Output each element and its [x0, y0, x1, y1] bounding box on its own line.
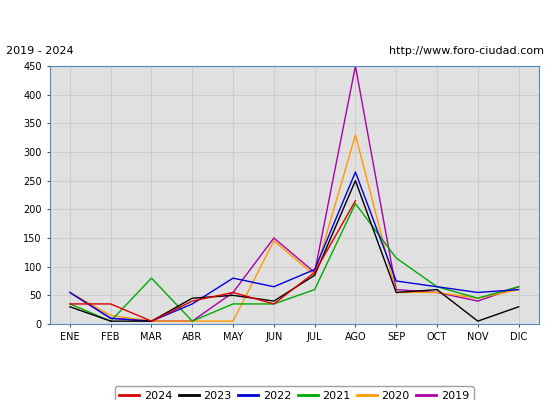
Text: 2019 - 2024: 2019 - 2024: [6, 46, 73, 56]
Text: http://www.foro-ciudad.com: http://www.foro-ciudad.com: [389, 46, 544, 56]
Text: Evolucion Nº Turistas Nacionales en el municipio de Castrillo de Cabrera: Evolucion Nº Turistas Nacionales en el m…: [25, 11, 525, 25]
Legend: 2024, 2023, 2022, 2021, 2020, 2019: 2024, 2023, 2022, 2021, 2020, 2019: [115, 386, 474, 400]
